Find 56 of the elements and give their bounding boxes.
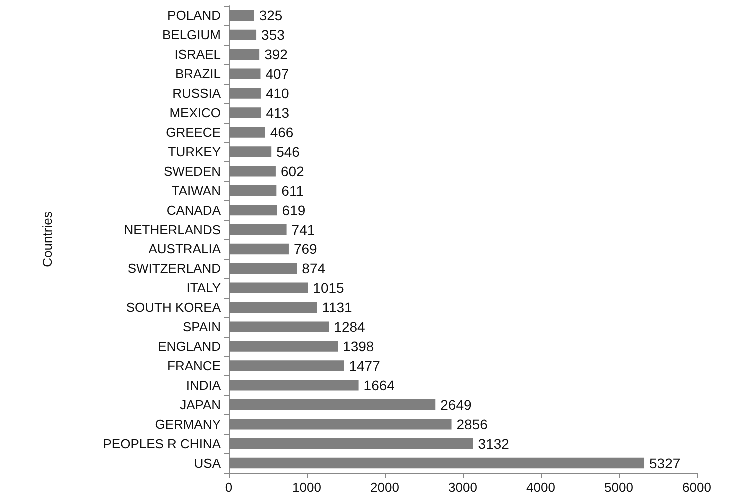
data-label: 1131 bbox=[322, 300, 353, 316]
x-tick-label: 3000 bbox=[448, 480, 478, 495]
data-label: 5327 bbox=[650, 455, 681, 472]
data-label: 466 bbox=[270, 124, 294, 140]
data-label: 1664 bbox=[364, 377, 396, 394]
y-tick-label: INDIA bbox=[186, 378, 222, 393]
y-tick-label: TAIWAN bbox=[172, 183, 221, 198]
y-tick-label: GERMANY bbox=[155, 416, 222, 432]
data-label: 619 bbox=[282, 202, 306, 218]
y-tick-label: PEOPLES R CHINA bbox=[103, 436, 222, 452]
data-label: 413 bbox=[266, 105, 290, 122]
y-tick-label: JAPAN bbox=[180, 397, 221, 412]
y-tick-label: SWITZERLAND bbox=[128, 261, 221, 276]
data-label: 3132 bbox=[478, 436, 510, 452]
data-label: 741 bbox=[292, 222, 316, 238]
data-label: 1477 bbox=[349, 358, 381, 374]
data-label: 325 bbox=[259, 8, 283, 24]
y-axis-title: Countries bbox=[40, 211, 55, 268]
y-tick-label: SPAIN bbox=[182, 320, 221, 335]
data-label: 874 bbox=[302, 260, 326, 277]
data-label: 1398 bbox=[343, 338, 374, 355]
x-tick-label: 0 bbox=[225, 480, 233, 495]
y-tick-label: TURKEY bbox=[168, 144, 222, 160]
data-label: 407 bbox=[266, 66, 290, 82]
y-tick-label: POLAND bbox=[168, 8, 221, 24]
y-tick-label: BELGIUM bbox=[162, 28, 221, 43]
y-tick-label: GREECE bbox=[166, 124, 222, 140]
data-label: 2649 bbox=[440, 396, 472, 413]
data-label: 602 bbox=[280, 163, 305, 180]
data-label: 1015 bbox=[313, 280, 345, 296]
data-label: 611 bbox=[282, 182, 304, 199]
x-tick-label: 2000 bbox=[370, 480, 400, 495]
data-label: 353 bbox=[262, 27, 286, 44]
x-tick-label: 5000 bbox=[604, 480, 634, 495]
data-label: 392 bbox=[264, 46, 288, 63]
x-tick-label: 4000 bbox=[526, 480, 556, 495]
y-tick-label: SWEDEN bbox=[164, 164, 221, 179]
y-tick-label: CANADA bbox=[166, 202, 222, 218]
y-tick-label: SOUTH KOREA bbox=[126, 300, 222, 316]
data-label: 769 bbox=[294, 241, 318, 258]
x-tick-label: 1000 bbox=[292, 480, 322, 495]
y-tick-label: ITALY bbox=[186, 280, 222, 296]
y-tick-label: RUSSIA bbox=[172, 86, 222, 102]
x-tick-label: 6000 bbox=[682, 480, 712, 495]
y-tick-label: MEXICO bbox=[170, 106, 221, 121]
y-tick-label: ENGLAND bbox=[158, 339, 221, 354]
data-label: 410 bbox=[266, 86, 290, 102]
y-tick-label: USA bbox=[194, 456, 222, 471]
data-label: 546 bbox=[276, 144, 300, 160]
y-tick-label: AUSTRALIA bbox=[148, 242, 222, 257]
y-tick-label: FRANCE bbox=[168, 358, 222, 374]
y-tick-label: NETHERLANDS bbox=[124, 222, 222, 238]
data-label: 2856 bbox=[456, 416, 488, 432]
data-label: 1284 bbox=[334, 319, 366, 336]
y-tick-label: ISRAEL bbox=[174, 47, 221, 62]
y-tick-label: BRAZIL bbox=[175, 66, 221, 82]
